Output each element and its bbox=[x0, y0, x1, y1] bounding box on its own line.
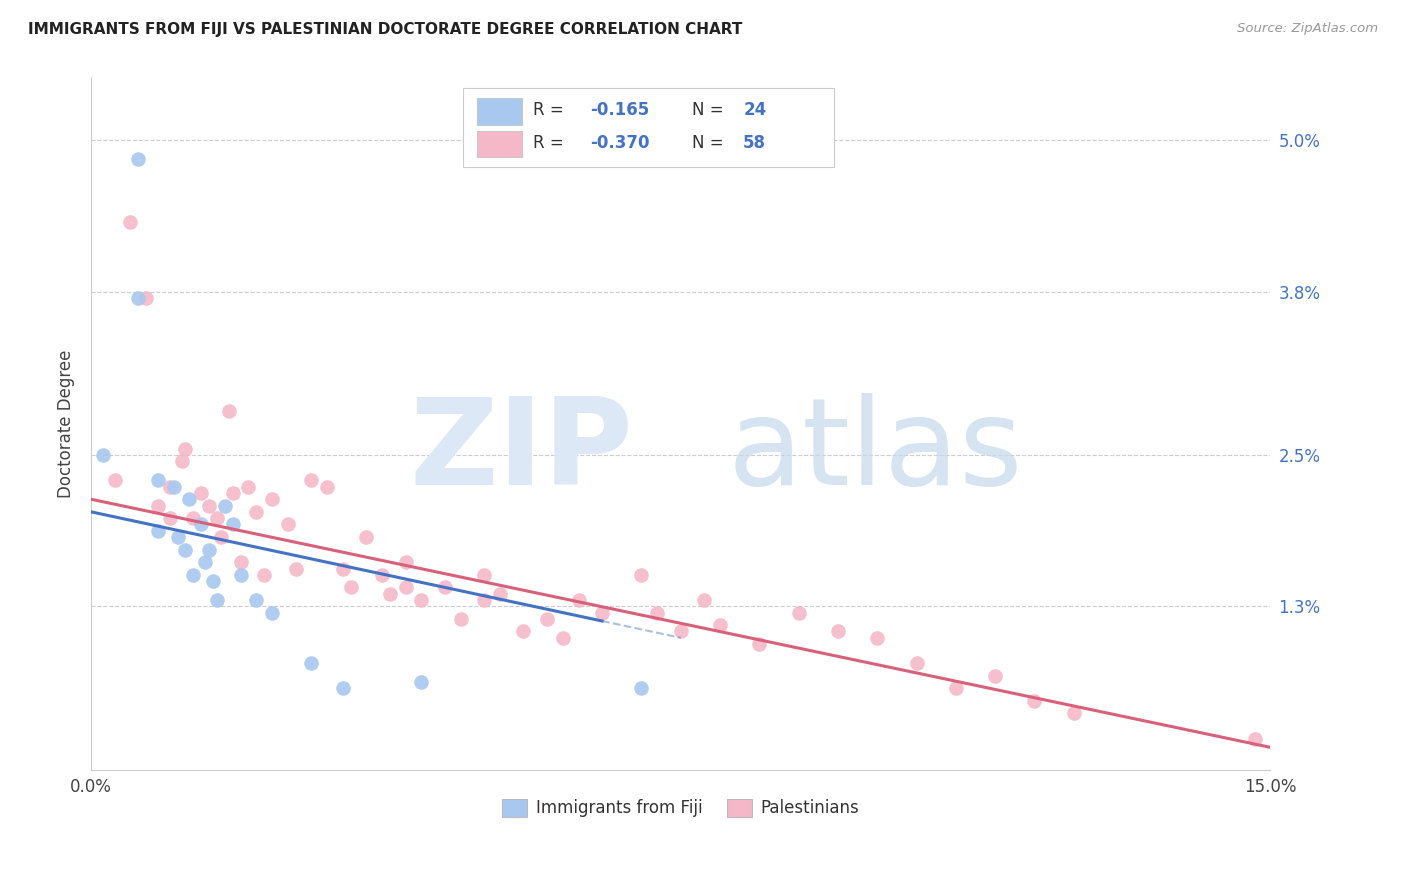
Point bbox=[146, 524, 169, 538]
Point bbox=[787, 606, 810, 620]
Point bbox=[229, 555, 252, 569]
Point bbox=[512, 624, 534, 639]
Point bbox=[245, 505, 267, 519]
Point bbox=[194, 555, 217, 569]
Point bbox=[91, 448, 114, 462]
Point bbox=[198, 542, 221, 557]
Point bbox=[371, 567, 394, 582]
Point bbox=[245, 593, 267, 607]
Point bbox=[1063, 706, 1085, 721]
Point bbox=[238, 480, 260, 494]
Point bbox=[332, 681, 354, 695]
Point bbox=[433, 581, 456, 595]
Text: N =: N = bbox=[693, 101, 730, 119]
Point bbox=[316, 480, 339, 494]
Point bbox=[183, 567, 205, 582]
Point bbox=[183, 511, 205, 525]
FancyBboxPatch shape bbox=[477, 131, 522, 157]
Text: N =: N = bbox=[693, 134, 730, 153]
Point bbox=[179, 492, 201, 507]
Point bbox=[159, 511, 181, 525]
Point bbox=[205, 593, 228, 607]
Point bbox=[218, 404, 240, 418]
Point bbox=[284, 561, 307, 575]
Point bbox=[905, 656, 928, 670]
Text: 24: 24 bbox=[744, 101, 766, 119]
Point bbox=[356, 530, 378, 544]
Point bbox=[201, 574, 224, 588]
Point bbox=[1243, 731, 1265, 746]
Point bbox=[163, 480, 186, 494]
Point bbox=[190, 486, 212, 500]
Point bbox=[205, 511, 228, 525]
Point bbox=[567, 593, 589, 607]
Point bbox=[630, 681, 652, 695]
Point bbox=[198, 499, 221, 513]
Point bbox=[190, 517, 212, 532]
Point bbox=[159, 480, 181, 494]
Point bbox=[332, 561, 354, 575]
Point bbox=[551, 631, 574, 645]
Point bbox=[693, 593, 716, 607]
Point bbox=[411, 674, 433, 689]
Point bbox=[253, 567, 276, 582]
Text: Source: ZipAtlas.com: Source: ZipAtlas.com bbox=[1237, 22, 1378, 36]
Point bbox=[472, 567, 495, 582]
Point bbox=[260, 492, 283, 507]
Point bbox=[450, 612, 472, 626]
Point bbox=[630, 567, 652, 582]
Point bbox=[104, 474, 127, 488]
Text: IMMIGRANTS FROM FIJI VS PALESTINIAN DOCTORATE DEGREE CORRELATION CHART: IMMIGRANTS FROM FIJI VS PALESTINIAN DOCT… bbox=[28, 22, 742, 37]
Point bbox=[945, 681, 967, 695]
Text: R =: R = bbox=[533, 101, 569, 119]
Point bbox=[645, 606, 668, 620]
Text: -0.165: -0.165 bbox=[591, 101, 650, 119]
Point bbox=[174, 542, 197, 557]
Y-axis label: Doctorate Degree: Doctorate Degree bbox=[58, 350, 75, 498]
Point bbox=[209, 530, 232, 544]
Point bbox=[146, 499, 169, 513]
Point bbox=[221, 486, 243, 500]
Point bbox=[591, 606, 613, 620]
Point bbox=[166, 530, 188, 544]
Point bbox=[472, 593, 495, 607]
Point bbox=[120, 215, 142, 229]
Point bbox=[489, 587, 512, 601]
Point bbox=[260, 606, 283, 620]
Point bbox=[394, 555, 416, 569]
Point bbox=[984, 668, 1007, 682]
Text: ZIP: ZIP bbox=[409, 392, 634, 510]
Point bbox=[221, 517, 243, 532]
Legend: Immigrants from Fiji, Palestinians: Immigrants from Fiji, Palestinians bbox=[495, 792, 866, 824]
Text: -0.370: -0.370 bbox=[591, 134, 650, 153]
Point bbox=[411, 593, 433, 607]
Point bbox=[299, 656, 322, 670]
Point bbox=[277, 517, 299, 532]
Point bbox=[378, 587, 401, 601]
Point bbox=[229, 567, 252, 582]
Point bbox=[135, 291, 157, 305]
Point bbox=[536, 612, 558, 626]
Point bbox=[214, 499, 236, 513]
Point bbox=[669, 624, 692, 639]
Point bbox=[127, 153, 149, 167]
Point bbox=[1024, 694, 1046, 708]
Point bbox=[299, 474, 322, 488]
Point bbox=[827, 624, 849, 639]
Point bbox=[146, 474, 169, 488]
Point bbox=[127, 291, 149, 305]
Point bbox=[174, 442, 197, 456]
FancyBboxPatch shape bbox=[477, 98, 522, 125]
Text: 58: 58 bbox=[744, 134, 766, 153]
Point bbox=[170, 454, 193, 468]
Point bbox=[748, 637, 770, 651]
Point bbox=[866, 631, 889, 645]
Text: R =: R = bbox=[533, 134, 569, 153]
Point bbox=[339, 581, 361, 595]
Text: atlas: atlas bbox=[728, 392, 1024, 510]
Point bbox=[709, 618, 731, 632]
Point bbox=[394, 581, 416, 595]
FancyBboxPatch shape bbox=[463, 87, 834, 168]
